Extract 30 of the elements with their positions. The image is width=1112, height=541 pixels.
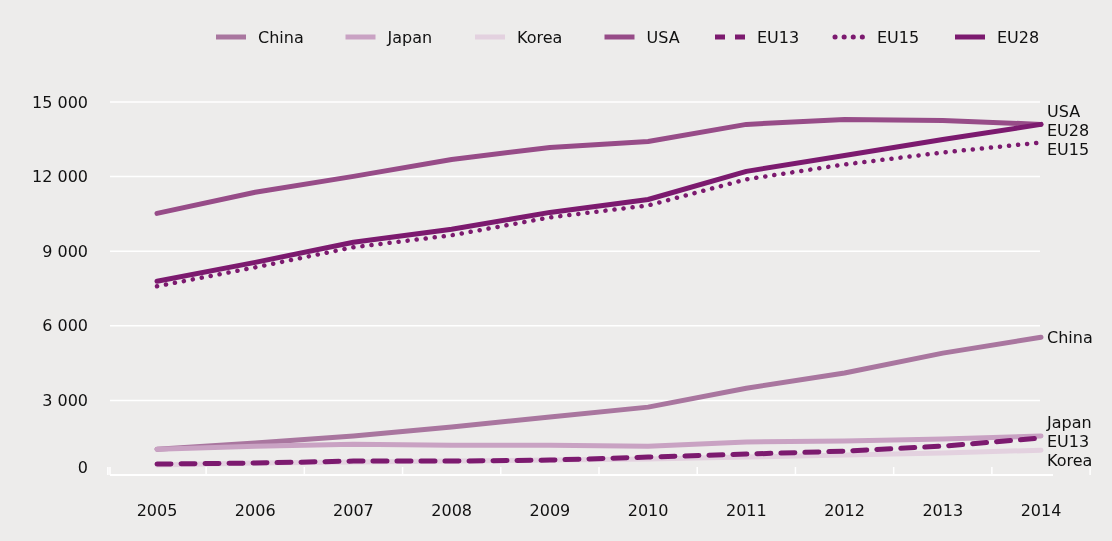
legend-label: China xyxy=(258,27,304,47)
legend-label: Japan xyxy=(386,27,433,47)
text: EU15 xyxy=(1047,140,1090,160)
x-tick-label: 2006 xyxy=(234,501,276,520)
x-tick-label: 2013 xyxy=(922,501,964,520)
x-tick-label: 2007 xyxy=(333,501,374,520)
y-tick-label: 9 000 xyxy=(42,241,88,261)
y-tick-label: 3 000 xyxy=(42,391,88,410)
x-tick-label: 2012 xyxy=(824,501,865,520)
text: Korea xyxy=(1047,450,1093,470)
legend-label: EU28 xyxy=(997,27,1040,47)
x-tick-label: 2010 xyxy=(627,501,669,520)
text: USA xyxy=(1047,102,1081,122)
y-tick-label: 0 xyxy=(77,457,88,477)
text: Japan xyxy=(1047,412,1092,432)
text: EU13 xyxy=(1047,431,1090,451)
x-tick-label: 2005 xyxy=(136,501,178,520)
text: EU28 xyxy=(1047,121,1090,141)
text: China xyxy=(1047,327,1093,347)
legend-label: Korea xyxy=(517,27,563,47)
y-tick-label: 15 000 xyxy=(32,92,88,112)
x-tick-label: 2011 xyxy=(725,501,767,520)
x-tick-label: 2009 xyxy=(529,501,571,520)
legend-label: EU13 xyxy=(757,27,800,47)
legend-label: USA xyxy=(646,27,680,47)
x-tick-label: 2014 xyxy=(1020,501,1062,520)
x-tick-label: 2008 xyxy=(431,501,473,520)
legend-label: EU15 xyxy=(877,27,920,47)
y-tick-label: 12 000 xyxy=(32,167,88,187)
y-tick-label: 6 000 xyxy=(42,316,88,336)
